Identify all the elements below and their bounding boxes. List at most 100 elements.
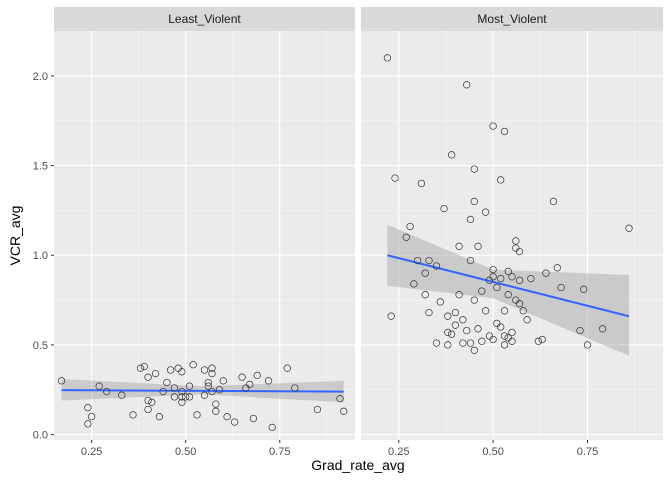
left-gridlines: [54, 31, 355, 440]
data-point: [500, 307, 509, 315]
data-point: [447, 151, 456, 159]
data-point: [463, 81, 471, 89]
data-point: [489, 122, 497, 130]
right-fit-layer: [387, 254, 630, 318]
data-point: [534, 337, 543, 345]
right-strip-title: Most_Violent: [477, 12, 547, 26]
data-point: [230, 418, 239, 426]
data-point: [444, 341, 452, 349]
left-x-ticks: 0.25 0.50 0.75: [81, 440, 290, 458]
data-point: [459, 316, 467, 324]
data-point: [268, 423, 276, 432]
data-point: [140, 362, 148, 371]
data-point: [84, 420, 92, 428]
data-point: [489, 273, 497, 281]
data-point: [432, 262, 441, 270]
data-point: [444, 312, 452, 320]
data-point: [118, 391, 126, 399]
data-point: [497, 176, 505, 184]
data-point: [204, 378, 212, 387]
data-point: [478, 337, 486, 345]
left-fit-layer: [61, 389, 344, 393]
data-point: [178, 393, 186, 401]
x-tick-label: 0.75: [577, 446, 598, 458]
left-panel-bg: [54, 31, 355, 440]
y-tick-label: 1.5: [33, 161, 48, 173]
x-tick-label: 0.50: [482, 446, 503, 458]
data-point: [504, 291, 512, 299]
data-point: [163, 378, 171, 387]
data-point: [466, 215, 475, 224]
x-tick-label: 0.25: [81, 446, 102, 458]
data-point: [208, 369, 216, 378]
data-point: [500, 127, 509, 136]
data-point: [421, 269, 429, 277]
data-point: [417, 179, 426, 188]
data-point: [212, 400, 220, 408]
data-point: [470, 346, 478, 354]
data-point: [148, 398, 156, 406]
regression-line: [61, 389, 344, 393]
data-point: [136, 364, 145, 372]
data-point: [474, 242, 482, 250]
right-ribbon-layer: [387, 224, 629, 356]
data-point: [246, 380, 254, 389]
right-points-layer: [383, 54, 633, 354]
data-point: [451, 308, 460, 317]
data-point: [283, 364, 291, 372]
data-point: [474, 325, 482, 333]
data-point: [182, 393, 190, 401]
data-point: [313, 405, 322, 414]
data-point: [391, 174, 399, 182]
left-points-layer: [57, 361, 348, 432]
data-point: [470, 165, 478, 173]
data-point: [170, 384, 179, 392]
data-point: [219, 377, 227, 385]
data-point: [212, 407, 220, 415]
data-point: [291, 384, 299, 392]
data-point: [489, 335, 497, 344]
data-point: [402, 233, 410, 241]
right-x-ticks: 0.25 0.50 0.75: [388, 440, 598, 458]
data-point: [178, 368, 186, 376]
data-point: [553, 264, 561, 272]
data-point: [463, 326, 471, 335]
x-tick-label: 0.50: [175, 446, 196, 458]
data-point: [215, 386, 224, 394]
data-point: [583, 341, 592, 349]
data-point: [223, 413, 231, 421]
data-point: [515, 300, 524, 308]
data-point: [425, 256, 433, 265]
data-point: [557, 283, 565, 292]
data-point: [178, 387, 186, 396]
data-point: [625, 224, 633, 232]
x-tick-label: 0.75: [269, 446, 290, 458]
data-point: [103, 387, 111, 396]
data-point: [178, 398, 186, 406]
right-panel-bg: [361, 31, 663, 440]
data-point: [166, 366, 175, 374]
data-point: [481, 208, 490, 216]
data-point: [508, 273, 516, 281]
data-point: [421, 291, 429, 299]
x-tick-label: 0.25: [388, 446, 409, 458]
data-point: [413, 256, 422, 265]
data-point: [208, 364, 216, 372]
data-point: [440, 204, 448, 213]
data-point: [208, 387, 216, 396]
data-point: [200, 391, 209, 399]
data-point: [455, 242, 463, 250]
data-point: [508, 337, 516, 345]
data-point: [576, 326, 584, 335]
data-point: [200, 366, 209, 374]
data-point: [470, 296, 478, 304]
y-tick-label: 1.0: [33, 250, 48, 262]
y-tick-label: 0.5: [33, 340, 48, 352]
data-point: [519, 307, 527, 315]
data-point: [264, 377, 273, 385]
right-facet: Most_Violent 0.25 0.50 0.75: [361, 7, 663, 458]
data-point: [84, 404, 92, 412]
data-point: [542, 269, 550, 277]
data-point: [159, 387, 167, 396]
